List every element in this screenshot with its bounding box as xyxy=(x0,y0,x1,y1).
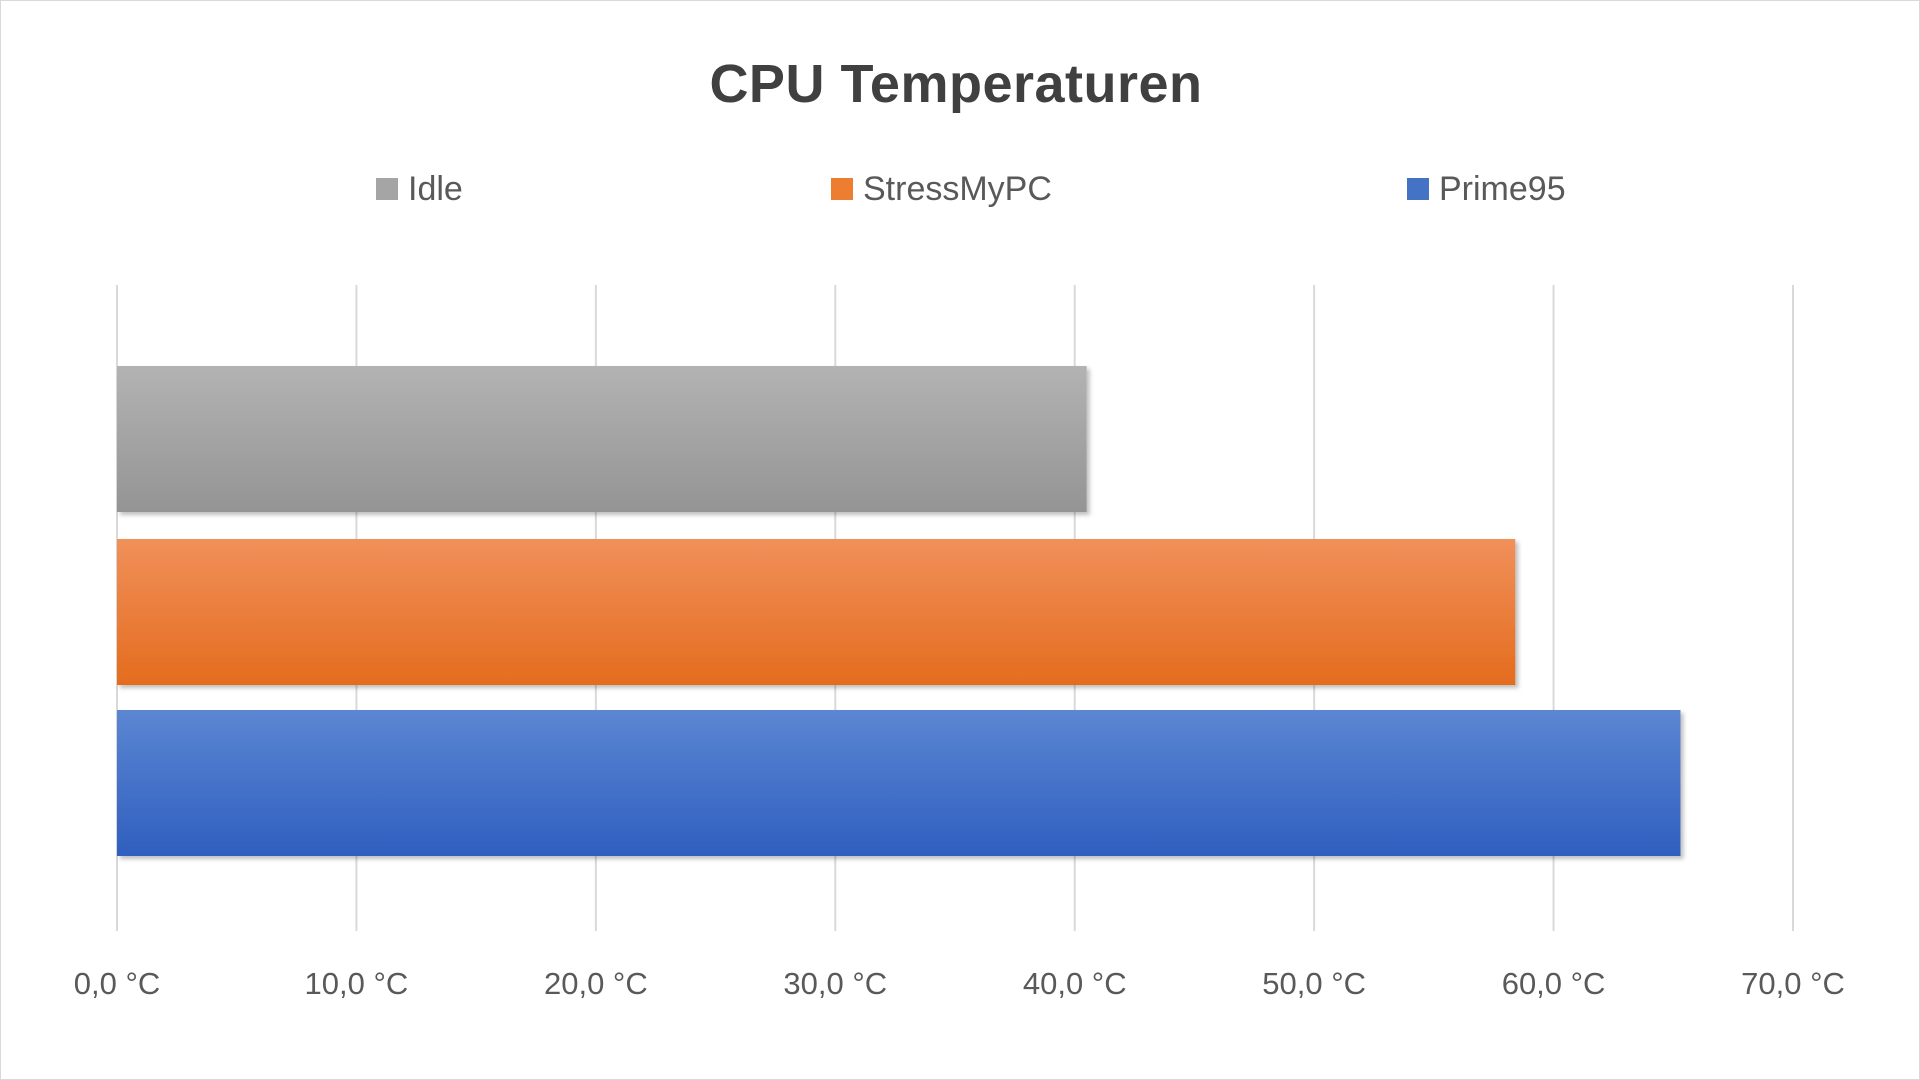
legend-item-idle: Idle xyxy=(376,169,463,209)
bar-stressmypc xyxy=(117,539,1516,685)
x-tick-label-3: 30,0 °C xyxy=(783,966,887,1001)
legend-swatch-idle xyxy=(376,178,398,200)
legend-label-prime95: Prime95 xyxy=(1439,169,1566,208)
x-tick-label-7: 70,0 °C xyxy=(1741,966,1845,1001)
x-tick-label-6: 60,0 °C xyxy=(1502,966,1606,1001)
legend-item-stressmypc: StressMyPC xyxy=(831,169,1052,209)
bars xyxy=(117,366,1681,856)
x-tick-label-2: 20,0 °C xyxy=(544,966,648,1001)
x-tick-label-0: 0,0 °C xyxy=(74,966,161,1001)
legend-swatch-stressmypc xyxy=(831,178,853,200)
x-tick-label-1: 10,0 °C xyxy=(305,966,409,1001)
x-axis-tick-labels: 0,0 °C 10,0 °C 20,0 °C 30,0 °C 40,0 °C 50,0 °… xyxy=(74,966,1845,1001)
chart-title: CPU Temperaturen xyxy=(709,54,1203,114)
x-tick-label-5: 50,0 °C xyxy=(1262,966,1366,1001)
legend-label-idle: Idle xyxy=(408,169,463,208)
x-tick-label-4: 40,0 °C xyxy=(1023,966,1127,1001)
legend-swatch-prime95 xyxy=(1407,178,1429,200)
legend-label-stressmypc: StressMyPC xyxy=(863,169,1052,208)
bar-prime95 xyxy=(117,710,1681,856)
bar-idle xyxy=(117,366,1087,512)
legend-item-prime95: Prime95 xyxy=(1407,169,1566,209)
